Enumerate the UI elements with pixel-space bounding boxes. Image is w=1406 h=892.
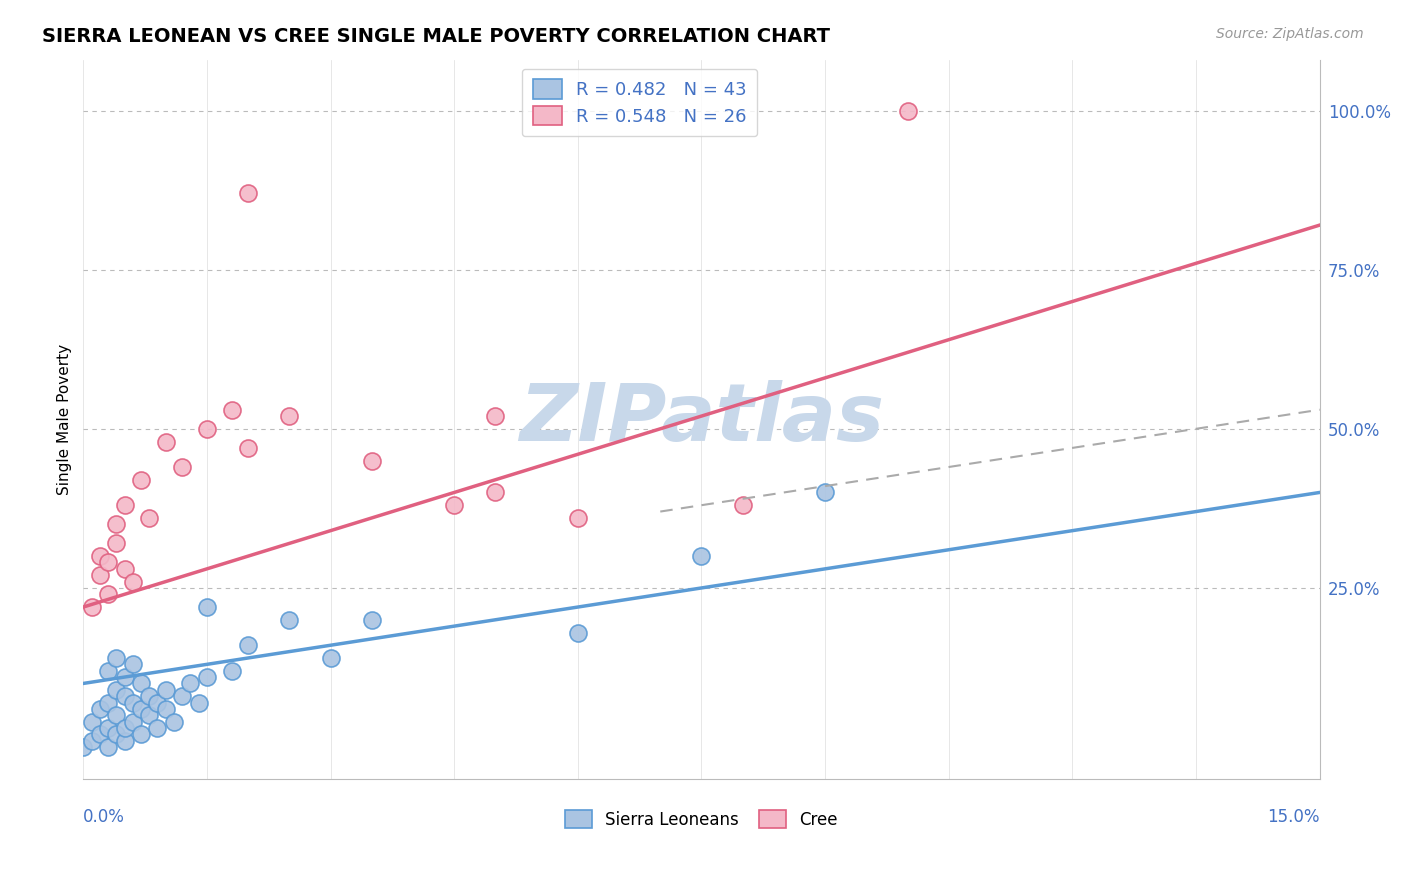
Point	[114, 689, 136, 703]
Point	[121, 657, 143, 672]
Point	[138, 689, 160, 703]
Point	[155, 682, 177, 697]
Point	[97, 556, 120, 570]
Point	[121, 696, 143, 710]
Point	[80, 733, 103, 747]
Point	[146, 721, 169, 735]
Point	[195, 600, 218, 615]
Point	[690, 549, 713, 563]
Point	[278, 613, 301, 627]
Point	[731, 498, 754, 512]
Point	[105, 536, 128, 550]
Point	[360, 453, 382, 467]
Point	[236, 441, 259, 455]
Point	[484, 409, 506, 423]
Point	[221, 664, 243, 678]
Point	[72, 740, 94, 755]
Point	[319, 651, 342, 665]
Point	[105, 708, 128, 723]
Point	[155, 434, 177, 449]
Point	[172, 689, 194, 703]
Point	[89, 727, 111, 741]
Point	[97, 664, 120, 678]
Point	[360, 613, 382, 627]
Point	[484, 485, 506, 500]
Point	[114, 670, 136, 684]
Point	[195, 422, 218, 436]
Point	[89, 568, 111, 582]
Point	[221, 402, 243, 417]
Point	[97, 587, 120, 601]
Point	[138, 511, 160, 525]
Point	[195, 670, 218, 684]
Point	[121, 714, 143, 729]
Point	[179, 676, 201, 690]
Point	[163, 714, 186, 729]
Point	[236, 638, 259, 652]
Point	[105, 651, 128, 665]
Point	[129, 473, 152, 487]
Y-axis label: Single Male Poverty: Single Male Poverty	[58, 343, 72, 495]
Point	[114, 721, 136, 735]
Point	[278, 409, 301, 423]
Point	[89, 549, 111, 563]
Point	[567, 625, 589, 640]
Text: ZIPatlas: ZIPatlas	[519, 380, 884, 458]
Point	[80, 714, 103, 729]
Text: 15.0%: 15.0%	[1267, 807, 1320, 826]
Point	[114, 498, 136, 512]
Point	[105, 517, 128, 532]
Point	[567, 511, 589, 525]
Point	[121, 574, 143, 589]
Point	[80, 600, 103, 615]
Point	[97, 696, 120, 710]
Point	[129, 676, 152, 690]
Point	[814, 485, 837, 500]
Point	[146, 696, 169, 710]
Legend: Sierra Leoneans, Cree: Sierra Leoneans, Cree	[558, 804, 844, 835]
Point	[105, 682, 128, 697]
Text: SIERRA LEONEAN VS CREE SINGLE MALE POVERTY CORRELATION CHART: SIERRA LEONEAN VS CREE SINGLE MALE POVER…	[42, 27, 830, 45]
Point	[89, 702, 111, 716]
Point	[114, 733, 136, 747]
Point	[172, 460, 194, 475]
Point	[97, 721, 120, 735]
Point	[129, 727, 152, 741]
Point	[236, 186, 259, 201]
Point	[129, 702, 152, 716]
Point	[97, 740, 120, 755]
Text: Source: ZipAtlas.com: Source: ZipAtlas.com	[1216, 27, 1364, 41]
Point	[896, 103, 918, 118]
Point	[155, 702, 177, 716]
Point	[114, 562, 136, 576]
Point	[105, 727, 128, 741]
Point	[187, 696, 209, 710]
Point	[138, 708, 160, 723]
Point	[443, 498, 465, 512]
Text: 0.0%: 0.0%	[83, 807, 125, 826]
